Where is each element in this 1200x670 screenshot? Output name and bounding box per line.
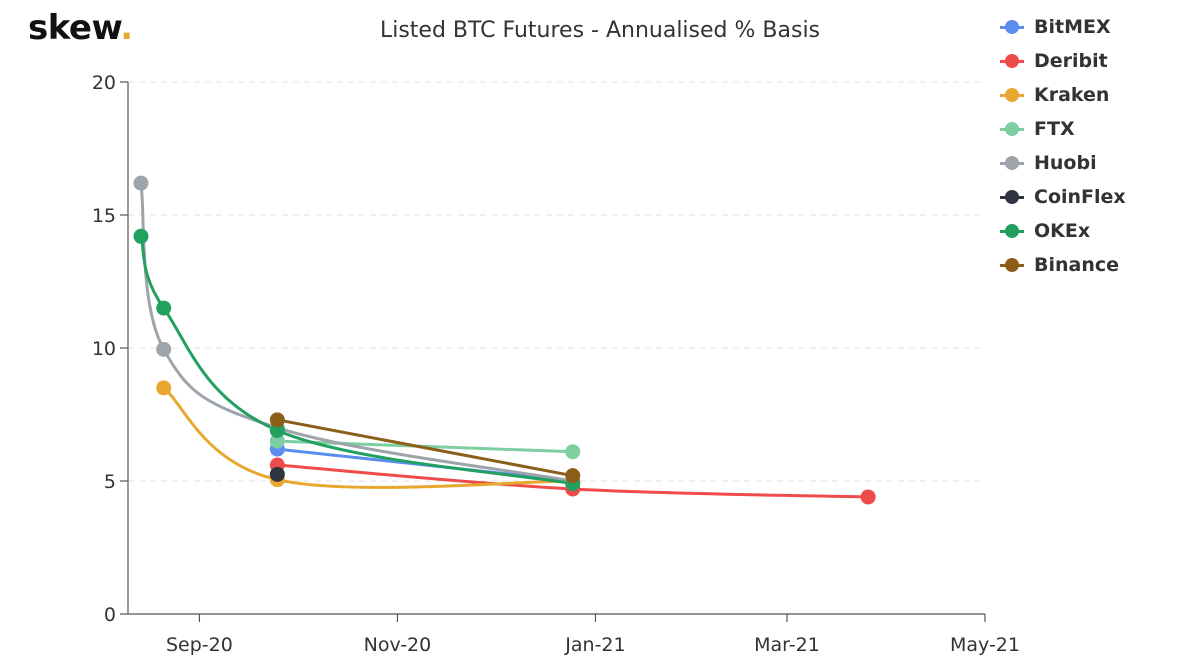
series-points bbox=[133, 175, 876, 505]
legend-label-coinflex: CoinFlex bbox=[1034, 186, 1126, 208]
series-line-kraken bbox=[162, 386, 575, 489]
x-tick-label: May-21 bbox=[950, 634, 1020, 656]
y-tick-label: 10 bbox=[92, 338, 116, 360]
legend-swatch-kraken bbox=[1000, 88, 1024, 102]
x-tick-label: Mar-21 bbox=[754, 634, 820, 656]
axes: 0 5 10 15 20 Sep-20 Nov-20 Jan-21 Mar-21 May-21 bbox=[92, 72, 1020, 656]
y-tick-label: 0 bbox=[104, 604, 116, 626]
logo-dot: . bbox=[120, 8, 133, 48]
x-tick-label: Nov-20 bbox=[364, 634, 432, 656]
y-tick-label: 20 bbox=[92, 72, 116, 94]
legend-item-kraken[interactable]: Kraken bbox=[1000, 78, 1126, 112]
data-point-deribit bbox=[860, 489, 876, 505]
legend-swatch-ftx bbox=[1000, 122, 1024, 136]
legend-item-deribit[interactable]: Deribit bbox=[1000, 44, 1126, 78]
data-point-ftx bbox=[269, 433, 285, 449]
legend-label-ftx: FTX bbox=[1034, 118, 1075, 140]
legend-label-deribit: Deribit bbox=[1034, 50, 1108, 72]
chart-title: Listed BTC Futures - Annualised % Basis bbox=[379, 18, 821, 43]
data-point-coinflex bbox=[269, 466, 285, 482]
data-point-okex bbox=[133, 228, 149, 244]
x-tick-label: Jan-21 bbox=[564, 634, 625, 656]
legend-label-huobi: Huobi bbox=[1034, 152, 1097, 174]
legend-swatch-huobi bbox=[1000, 156, 1024, 170]
data-point-okex bbox=[269, 422, 285, 438]
legend-item-binance[interactable]: Binance bbox=[1000, 248, 1126, 282]
legend-label-binance: Binance bbox=[1034, 254, 1120, 276]
data-point-huobi bbox=[133, 175, 149, 191]
logo-text: skew bbox=[28, 8, 121, 48]
legend-swatch-binance bbox=[1000, 258, 1024, 272]
data-point-binance bbox=[269, 412, 285, 428]
legend-swatch-okex bbox=[1000, 224, 1024, 238]
data-point-huobi bbox=[156, 341, 172, 357]
y-tick-label: 5 bbox=[104, 471, 116, 493]
y-tick-label: 15 bbox=[92, 205, 116, 227]
data-point-kraken bbox=[156, 380, 172, 396]
data-point-ftx bbox=[565, 444, 581, 460]
series-lines bbox=[139, 181, 870, 499]
legend-swatch-bitmex bbox=[1000, 20, 1024, 34]
skew-logo: skew. bbox=[28, 8, 133, 48]
legend-item-huobi[interactable]: Huobi bbox=[1000, 146, 1126, 180]
legend-item-bitmex[interactable]: BitMEX bbox=[1000, 10, 1126, 44]
data-point-binance bbox=[565, 468, 581, 484]
legend-label-okex: OKEx bbox=[1034, 220, 1091, 242]
data-point-okex bbox=[156, 300, 172, 316]
legend-item-okex[interactable]: OKEx bbox=[1000, 214, 1126, 248]
legend-label-bitmex: BitMEX bbox=[1034, 16, 1111, 38]
legend-swatch-deribit bbox=[1000, 54, 1024, 68]
legend-item-ftx[interactable]: FTX bbox=[1000, 112, 1126, 146]
legend-item-coinflex[interactable]: CoinFlex bbox=[1000, 180, 1126, 214]
series-line-binance bbox=[275, 418, 575, 478]
x-tick-label: Sep-20 bbox=[166, 634, 233, 656]
series-line-okex bbox=[139, 234, 575, 486]
legend: BitMEX Deribit Kraken FTX Huobi CoinFlex OKEx B… bbox=[1000, 10, 1126, 282]
legend-label-kraken: Kraken bbox=[1034, 84, 1110, 106]
legend-swatch-coinflex bbox=[1000, 190, 1024, 204]
